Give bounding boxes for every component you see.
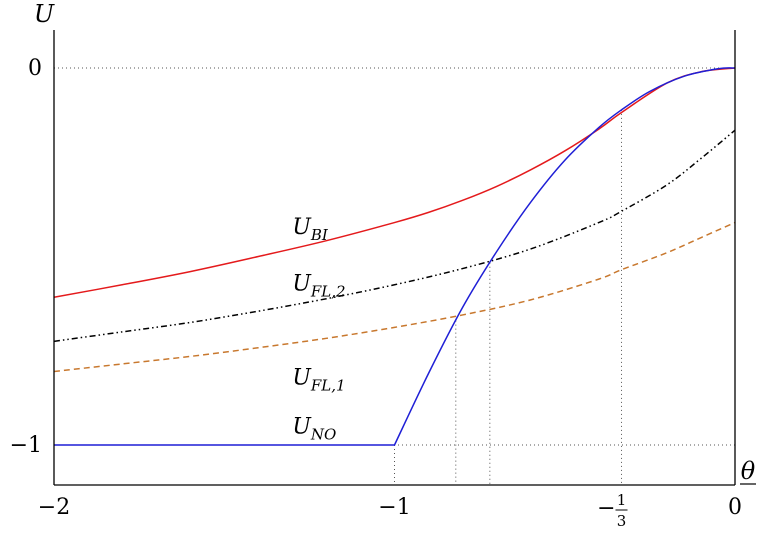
- series-line-fl-2: [53, 129, 736, 343]
- axes: [53, 30, 736, 486]
- series-label-main: U: [292, 366, 312, 391]
- series-label-no: UNO: [292, 415, 336, 444]
- x-tick-label: 0: [728, 495, 742, 520]
- reference-lines: [54, 67, 735, 485]
- series-layer: [53, 67, 736, 446]
- series-label-main: U: [292, 415, 312, 440]
- series-line-no: [54, 67, 736, 446]
- series-label-main: U: [292, 271, 312, 296]
- series-label-sub: FL,1: [310, 377, 346, 395]
- y-tick-label: 0: [28, 56, 42, 81]
- tick-labels: 0 −1 −2 −1 −1 3 0: [10, 56, 742, 530]
- series-label-main: U: [292, 215, 312, 240]
- series-line-bi: [53, 67, 736, 298]
- series-label-sub: FL,2: [310, 282, 346, 300]
- series-label-sub: BI: [310, 226, 329, 244]
- x-tick-label: −2: [38, 495, 70, 520]
- series-line-fl-1: [53, 221, 736, 373]
- x-axis-label: θ: [741, 457, 756, 485]
- x-tick-denominator: 3: [617, 512, 627, 530]
- x-tick-label: −1: [378, 495, 410, 520]
- y-tick-label: −1: [10, 433, 42, 458]
- x-tick-label: −1 3: [597, 491, 628, 530]
- x-tick-minus: −: [597, 496, 615, 521]
- series-label-fl-1: UFL,1: [292, 366, 345, 395]
- y-axis-label: U: [34, 0, 55, 28]
- x-tick-numerator: 1: [617, 491, 627, 509]
- series-label-bi: UBI: [292, 215, 329, 244]
- series-label-sub: NO: [310, 426, 336, 444]
- series-label-fl-2: UFL,2: [292, 271, 345, 300]
